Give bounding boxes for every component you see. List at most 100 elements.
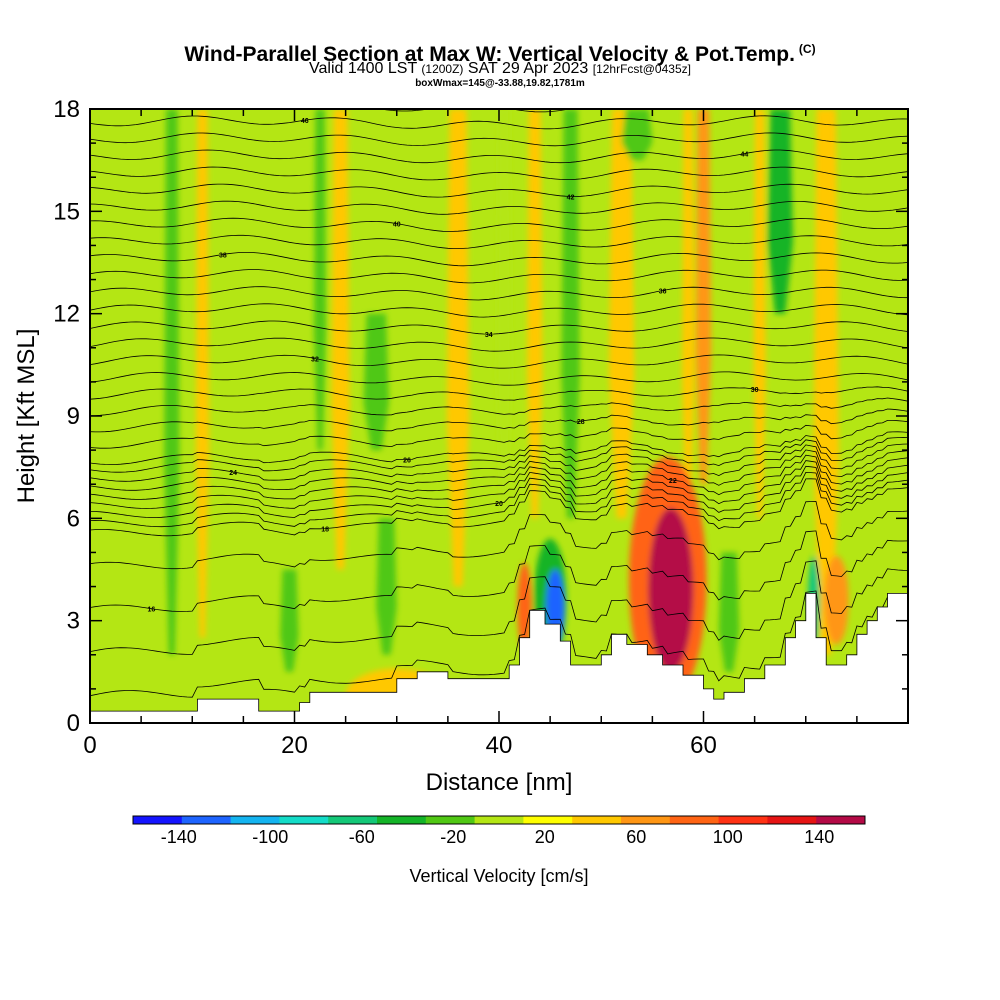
forecast-info: [12hrFcst@0435z] — [592, 62, 691, 76]
isentrope — [90, 303, 908, 318]
isentrope — [90, 449, 908, 491]
isentrope — [90, 408, 908, 433]
isentrope — [90, 454, 908, 500]
isentrope-label: 16 — [147, 607, 155, 614]
y-tick-label: 6 — [67, 505, 80, 532]
isentrope-label: 26 — [403, 458, 411, 465]
isentrope-label: 20 — [495, 501, 503, 508]
y-tick-label: 18 — [53, 96, 80, 123]
colorbar-swatch — [816, 816, 866, 824]
valid-utc: (1200Z) — [421, 62, 464, 76]
velocity-cell — [824, 555, 849, 645]
downdraft-band — [376, 518, 397, 655]
updraft-band — [527, 109, 543, 519]
colorbar-tick-label: -100 — [252, 827, 288, 847]
colorbar-label: Vertical Velocity [cm/s] — [409, 866, 588, 886]
updraft-band — [608, 109, 635, 519]
colorbar-tick-label: -60 — [349, 827, 375, 847]
colorbar-swatch — [279, 816, 329, 824]
isentrope — [90, 115, 908, 130]
isentrope-label: 46 — [301, 118, 309, 125]
colorbar-tick-label: 140 — [804, 827, 834, 847]
y-tick-label: 0 — [67, 710, 80, 737]
colorbar-swatch — [181, 816, 232, 824]
valid-time-line: Valid 1400 LST (1200Z) SAT 29 Apr 2023 [… — [0, 60, 1000, 78]
isentrope — [90, 354, 908, 369]
colorbar-swatch — [669, 816, 720, 824]
downdraft-band — [313, 109, 327, 451]
isentrope — [90, 251, 908, 267]
isentrope — [90, 530, 908, 612]
colorbar-frame — [132, 815, 866, 825]
isentrope — [90, 371, 908, 386]
colorbar-swatch — [718, 816, 768, 824]
y-tick-label: 9 — [67, 403, 80, 430]
downdraft-band — [621, 109, 653, 161]
downdraft-band — [280, 569, 299, 672]
colorbar-swatch — [474, 816, 524, 824]
isentrope — [90, 217, 908, 232]
isentrope — [90, 397, 908, 417]
isentrope-label: 24 — [229, 470, 237, 477]
terrain — [89, 593, 909, 724]
y-tick-label: 15 — [53, 198, 80, 225]
y-tick-label: 12 — [53, 301, 80, 328]
isentrope — [90, 436, 908, 473]
updraft-band — [195, 109, 210, 638]
x-tick-label: 20 — [281, 732, 308, 759]
isentrope — [90, 478, 908, 537]
isentrope-label: 30 — [751, 387, 759, 394]
updraft-band — [446, 109, 470, 587]
isentrope-label: 34 — [485, 332, 493, 339]
isentrope — [90, 337, 908, 352]
x-tick-label: 0 — [83, 732, 96, 759]
copyright-tag: (C) — [798, 42, 816, 56]
colorbar-tick-label: 100 — [713, 827, 743, 847]
isentrope-label: 38 — [219, 252, 227, 259]
colorbar-swatch — [572, 816, 622, 824]
isentrope-label: 28 — [577, 419, 585, 426]
colorbar-swatch — [377, 816, 427, 824]
isentrope — [90, 471, 908, 528]
isentrope — [90, 500, 908, 570]
isentrope — [90, 465, 908, 519]
chart-title: Wind-Parallel Section at Max W: Vertical… — [184, 42, 816, 66]
isentrope-label: 44 — [741, 152, 749, 159]
isentrope-label: 36 — [659, 289, 667, 296]
isentrope — [90, 386, 908, 401]
colorbar-swatch — [767, 816, 817, 824]
colorbar-swatch — [230, 816, 280, 824]
isentrope — [90, 200, 908, 215]
velocity-field — [90, 109, 908, 723]
x-tick-label: 40 — [486, 732, 513, 759]
terrain-polygon — [89, 593, 909, 724]
x-axis-label: Distance [nm] — [426, 769, 573, 796]
colorbar-swatch — [425, 816, 476, 824]
isentrope — [90, 590, 908, 698]
isentrope — [90, 286, 908, 301]
downdraft-band — [561, 109, 580, 519]
isentrope — [90, 234, 908, 250]
colorbar-swatch — [133, 816, 183, 824]
colorbar-tick-label: -140 — [161, 827, 197, 847]
x-tick-label: 60 — [690, 732, 717, 759]
field-bands — [164, 109, 849, 723]
isentrope-label: 18 — [321, 527, 329, 534]
y-axis-label: Height [Kft MSL] — [13, 329, 40, 504]
isentrope-label: 22 — [669, 478, 677, 485]
isentrope — [90, 431, 908, 465]
updraft-band — [695, 109, 712, 485]
y-tick-label: 3 — [67, 608, 80, 635]
colorbar-tick-label: -20 — [440, 827, 466, 847]
colorbar-swatch — [621, 816, 671, 824]
isentrope-lines: 16 18 20 22 24 26 28 30 32 34 36 38 40 42 44 46 — [90, 109, 908, 698]
isentrope-label: 42 — [567, 194, 575, 201]
velocity-cell — [648, 508, 694, 672]
isentrope — [90, 183, 908, 198]
colorbar-swatch — [328, 816, 378, 824]
box-info: boxWmax=145@-33.88,19.82,1781m — [415, 78, 585, 89]
isentrope — [90, 560, 908, 655]
isentrope — [90, 269, 908, 284]
